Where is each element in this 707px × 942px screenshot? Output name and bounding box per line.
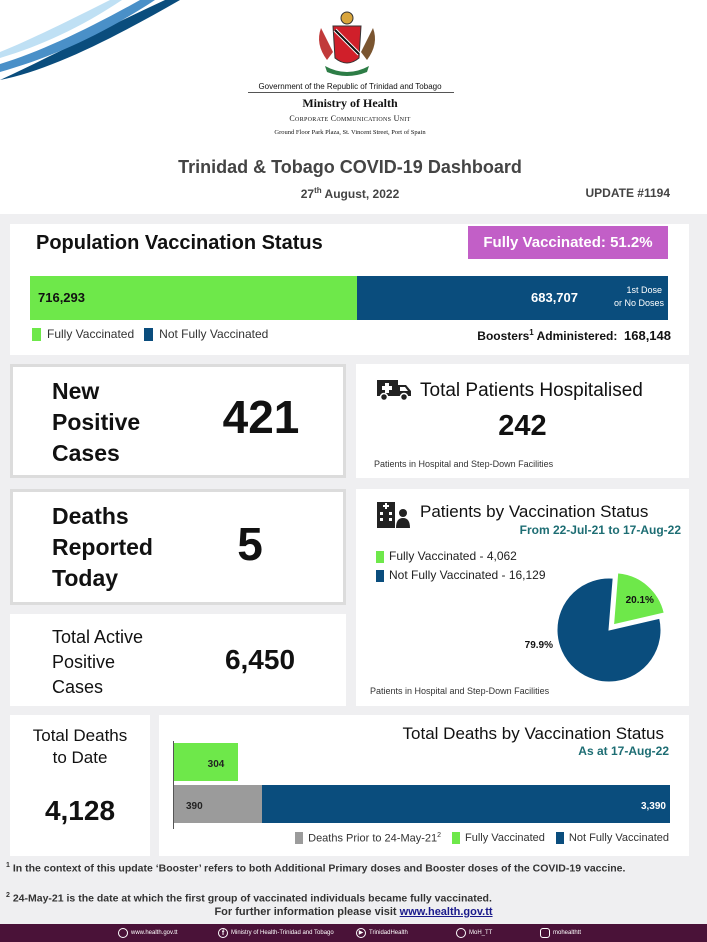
legend-not-fully-label: Not Fully Vaccinated - 16,129 [389, 568, 546, 582]
legend-fully-swatch [452, 832, 461, 845]
deaths-today-label: Deaths Reported Today [52, 503, 153, 591]
legend-fully-swatch [376, 550, 384, 563]
hospitalised-title: Total Patients Hospitalised [420, 380, 643, 401]
patients-vax-pie-chart: 20.1% 79.9% [525, 572, 665, 683]
legend-fully-swatch [32, 327, 41, 341]
not-fully-note-2: or No Doses [613, 298, 664, 308]
coat-of-arms-icon [319, 11, 375, 76]
footer-youtube[interactable]: ▶ TrinidadHealth [356, 928, 408, 938]
deaths-vax-subtitle: As at 17-Aug-22 [578, 744, 669, 758]
pie-label-fully: 20.1% [626, 595, 654, 606]
footer-instagram[interactable]: mohealthtt [540, 928, 581, 938]
fully-vaccinated-value: 716,293 [38, 290, 85, 305]
hospitalised-card: Total Patients Hospitalised 242 Patients… [356, 364, 689, 478]
legend-not-fully-label: Not Fully Vaccinated [568, 832, 669, 845]
legend-fully-label: Fully Vaccinated [47, 327, 135, 341]
update-number: UPDATE #1194 [585, 186, 671, 200]
vaccination-bar: 716,293 683,707 1st Dose or No Doses [30, 276, 668, 320]
bar-label-prior: 390 [186, 801, 203, 812]
deaths-vax-title: Total Deaths by Vaccination Status [402, 724, 664, 743]
ambulance-icon [377, 380, 411, 402]
ministry-name: Ministry of Health [302, 96, 398, 110]
boosters-administered: Boosters1 Administered: 168,148 [477, 328, 671, 343]
pie-label-not-fully: 79.9% [525, 640, 553, 651]
header: Government of the Republic of Trinidad a… [0, 0, 707, 214]
hospitalised-note: Patients in Hospital and Step-Down Facil… [374, 459, 554, 469]
fully-vaccinated-badge: Fully Vaccinated: 51.2% [468, 226, 668, 259]
twitter-icon [456, 928, 466, 938]
legend-prior-swatch [295, 832, 304, 845]
deaths-vax-bar-chart: 304 390 3,390 [174, 743, 670, 823]
globe-icon [118, 928, 128, 938]
legend-not-fully-label: Not Fully Vaccinated [159, 327, 269, 341]
health-website-link[interactable]: www.health.gov.tt [399, 906, 493, 918]
total-deaths-label: Total Deaths to Date [32, 726, 128, 767]
deaths-vax-card: Total Deaths by Vaccination Status As at… [159, 715, 689, 856]
total-deaths-card: Total Deaths to Date 4,128 [10, 715, 150, 856]
not-fully-note-1: 1st Dose [626, 285, 662, 295]
patients-vax-card: Patients by Vaccination Status From 22-J… [356, 489, 689, 706]
instagram-icon [540, 928, 550, 938]
patients-vax-note: Patients in Hospital and Step-Down Facil… [370, 686, 550, 696]
page-title: Trinidad & Tobago COVID-19 Dashboard [178, 157, 522, 177]
footnote-2: 2 24-May-21 is the date at which the fir… [6, 892, 492, 905]
youtube-icon: ▶ [356, 928, 366, 938]
total-deaths-value: 4,128 [44, 795, 116, 826]
active-cases-card: Total Active Positive Cases 6,450 [10, 614, 346, 706]
footer-facebook[interactable]: f Ministry of Health-Trinidad and Tobago [218, 928, 334, 938]
new-cases-label: New Positive Cases [52, 378, 141, 466]
deaths-vax-legend: Deaths Prior to 24-May-212 Fully Vaccina… [295, 832, 669, 845]
not-fully-vaccinated-value: 683,707 [531, 290, 578, 305]
more-info: For further information please visit www… [214, 906, 493, 918]
pie-slice-fully [613, 572, 665, 626]
patients-vax-subtitle: From 22-Jul-21 to 17-Aug-22 [519, 523, 681, 537]
bar-label-fully: 304 [208, 759, 225, 770]
not-fully-vaccinated-segment: 683,707 1st Dose or No Doses [356, 276, 668, 320]
gov-line: Government of the Republic of Trinidad a… [258, 82, 442, 91]
footnote-1: 1 In the context of this update ‘Booster… [6, 862, 626, 875]
vaccination-status-card: Population Vaccination Status Fully Vacc… [10, 224, 689, 355]
vaccination-title: Population Vaccination Status [36, 232, 323, 254]
patients-vax-legend: Fully Vaccinated - 4,062 Not Fully Vacci… [376, 547, 546, 585]
active-cases-value: 6,450 [224, 644, 296, 675]
new-cases-card: New Positive Cases 421 [10, 364, 346, 478]
bar-label-not-fully: 3,390 [641, 801, 666, 812]
hospital-building-icon [377, 502, 410, 528]
legend-fully-label: Fully Vaccinated [465, 832, 545, 845]
address: Ground Floor Park Plaza, St. Vincent Str… [274, 129, 426, 136]
hospitalised-value: 242 [498, 410, 547, 442]
footer-website[interactable]: www.health.gov.tt [118, 928, 178, 938]
vaccination-legend: Fully Vaccinated Not Fully Vaccinated [32, 327, 268, 341]
legend-not-fully-swatch [376, 569, 384, 582]
legend-not-fully-swatch [144, 327, 154, 341]
footer-bar: www.health.gov.tt f Ministry of Health-T… [0, 924, 707, 942]
new-cases-value: 421 [222, 391, 300, 443]
pie-slice-not-fully [556, 577, 662, 683]
facebook-icon: f [218, 928, 228, 938]
report-date: 27th August, 2022 [300, 186, 400, 201]
bar-deaths-prior [174, 785, 262, 823]
legend-not-fully-swatch [555, 832, 564, 845]
patients-vax-title: Patients by Vaccination Status [420, 502, 649, 521]
bar-not-fully-vaccinated [262, 785, 670, 823]
active-cases-label: Total Active Positive Cases [52, 627, 144, 697]
fully-vaccinated-segment: 716,293 [30, 276, 357, 320]
boosters-value: 168,148 [624, 328, 671, 343]
legend-prior-label: Deaths Prior to 24-May-212 [308, 832, 442, 845]
legend-fully-label: Fully Vaccinated - 4,062 [389, 549, 517, 563]
deaths-today-card: Deaths Reported Today 5 [10, 489, 346, 605]
decorative-swoosh [0, 0, 180, 80]
bar-fully-vaccinated [174, 743, 238, 781]
footer-twitter[interactable]: MoH_TT [456, 928, 492, 938]
deaths-today-value: 5 [237, 518, 263, 570]
unit-name: Corporate Communications Unit [289, 114, 411, 123]
